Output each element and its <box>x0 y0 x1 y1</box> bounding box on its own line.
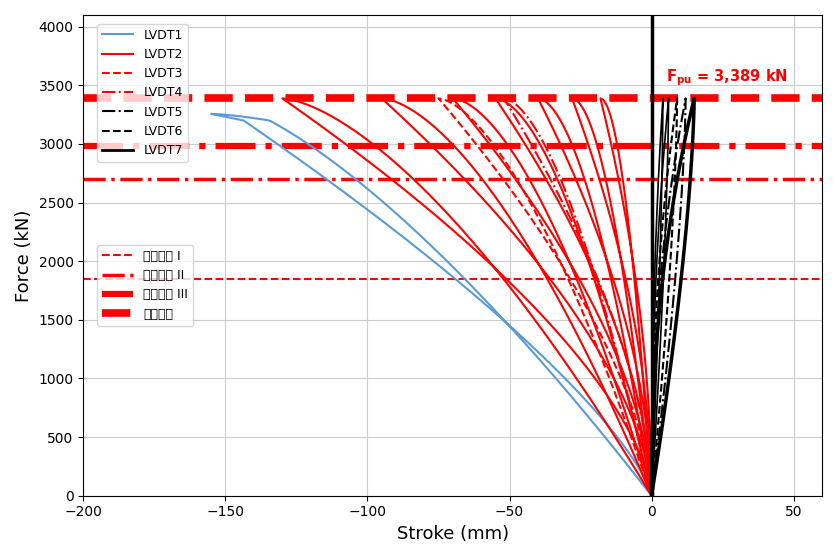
X-axis label: Stroke (mm): Stroke (mm) <box>396 525 508 543</box>
Legend: 사용하중 I, 사용하중 II, 사용하중 III, 극한하중: 사용하중 I, 사용하중 II, 사용하중 III, 극한하중 <box>97 245 193 325</box>
Y-axis label: Force (kN): Force (kN) <box>15 209 33 301</box>
Text: $\mathbf{F_{pu}}$ = 3,389 kN: $\mathbf{F_{pu}}$ = 3,389 kN <box>665 67 787 88</box>
